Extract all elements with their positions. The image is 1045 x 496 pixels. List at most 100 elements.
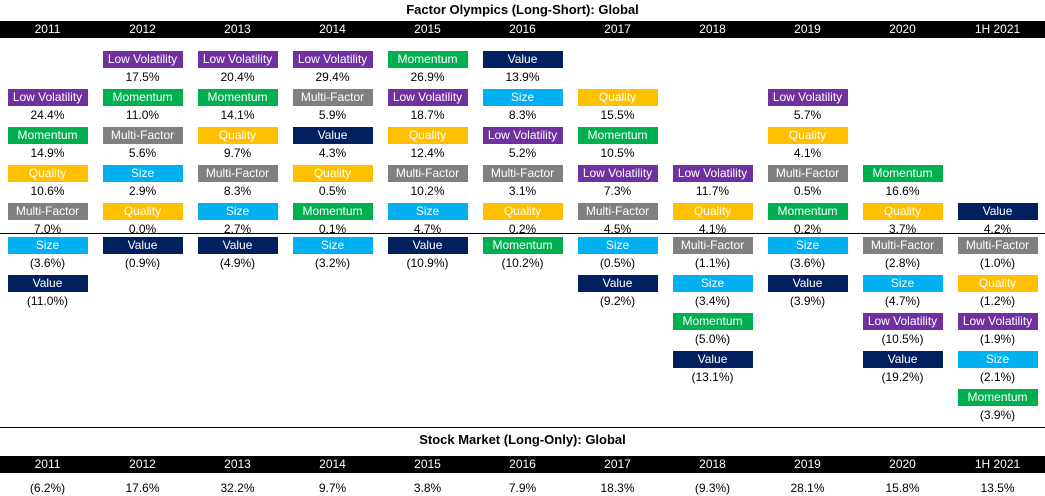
factor-box-momentum: Momentum (387, 51, 468, 68)
factor-box-size: Size (387, 203, 468, 220)
market-return-value: 9.7% (318, 481, 347, 495)
factor-return-value: (3.6%) (789, 256, 826, 270)
top-year-header: 2011 2012 2013 2014 2015 2016 2017 2018 2019 2020… (0, 21, 1045, 38)
factor-box-momentum: Momentum (577, 127, 658, 144)
market-return-value: 28.1% (790, 481, 825, 495)
factor-box-quality: Quality (767, 127, 848, 144)
factor-return-value: 20.4% (220, 70, 255, 84)
market-return-value: 32.2% (220, 481, 255, 495)
factor-return-value: 0.5% (318, 184, 347, 198)
factor-olympics-title: Factor Olympics (Long-Short): Global (406, 2, 639, 17)
factor-return-value: 17.5% (125, 70, 160, 84)
factor-return-value: 2.9% (128, 184, 157, 198)
factor-box-value: Value (577, 275, 658, 292)
factor-box-value: Value (767, 275, 848, 292)
factor-box-low-volatility: Low Volatility (672, 165, 753, 182)
factor-return-value: 10.5% (600, 146, 635, 160)
factor-box-size: Size (292, 237, 373, 254)
factor-box-size: Size (577, 237, 658, 254)
factor-box-size: Size (672, 275, 753, 292)
market-return-value: 3.8% (413, 481, 442, 495)
factor-return-value: 14.1% (220, 108, 255, 122)
factor-return-value: 4.7% (413, 222, 442, 236)
factor-return-value: 7.0% (33, 222, 62, 236)
factor-box-low-volatility: Low Volatility (292, 51, 373, 68)
factor-box-momentum: Momentum (862, 165, 943, 182)
year-label-2014: 2014 (319, 457, 346, 471)
factor-return-value: 11.7% (695, 184, 730, 198)
year-label-2016: 2016 (509, 457, 536, 471)
factor-box-momentum: Momentum (672, 313, 753, 330)
year-label-2019: 2019 (794, 457, 821, 471)
factor-return-value: 8.3% (223, 184, 252, 198)
factor-return-value: (11.0%) (26, 294, 69, 308)
year-label-2012: 2012 (129, 22, 156, 36)
factor-box-low-volatility: Low Volatility (957, 313, 1038, 330)
factor-box-multi-factor: Multi-Factor (292, 89, 373, 106)
factor-return-value: (0.9%) (124, 256, 161, 270)
factor-box-low-volatility: Low Volatility (197, 51, 278, 68)
factor-box-size: Size (862, 275, 943, 292)
factor-return-value: (2.8%) (884, 256, 921, 270)
factor-box-quality: Quality (482, 203, 563, 220)
factor-return-value: 11.0% (125, 108, 160, 122)
factor-return-value: 9.7% (223, 146, 252, 160)
factor-return-value: 0.5% (793, 184, 822, 198)
factor-box-momentum: Momentum (482, 237, 563, 254)
factor-return-value: 4.1% (793, 146, 822, 160)
factor-return-value: (19.2%) (881, 370, 924, 384)
factor-return-value: 5.6% (128, 146, 157, 160)
factor-box-value: Value (862, 351, 943, 368)
factor-box-momentum: Momentum (292, 203, 373, 220)
factor-box-momentum: Momentum (7, 127, 88, 144)
factor-box-quality: Quality (957, 275, 1038, 292)
factor-box-momentum: Momentum (957, 389, 1038, 406)
factor-box-low-volatility: Low Volatility (7, 89, 88, 106)
market-return-value: 18.3% (600, 481, 635, 495)
factor-return-value: 26.9% (410, 70, 445, 84)
year-label-2015: 2015 (414, 22, 441, 36)
factor-box-size: Size (102, 165, 183, 182)
year-label-2011: 2011 (34, 457, 61, 471)
factor-box-multi-factor: Multi-Factor (102, 127, 183, 144)
factor-box-size: Size (957, 351, 1038, 368)
factor-return-value: (1.2%) (979, 294, 1016, 308)
factor-return-value: 0.2% (793, 222, 822, 236)
market-return-value: 17.6% (125, 481, 160, 495)
factor-return-value: (5.0%) (694, 332, 731, 346)
factor-return-value: (3.9%) (979, 408, 1016, 422)
factor-box-quality: Quality (7, 165, 88, 182)
zero-divider-line (0, 233, 1045, 234)
factor-return-value: (1.1%) (694, 256, 731, 270)
year-label-2013: 2013 (224, 457, 251, 471)
year-label-2013: 2013 (224, 22, 251, 36)
factor-return-value: (4.7%) (884, 294, 921, 308)
factor-return-value: 16.6% (885, 184, 920, 198)
factor-box-quality: Quality (197, 127, 278, 144)
factor-box-multi-factor: Multi-Factor (862, 237, 943, 254)
year-label-2015: 2015 (414, 457, 441, 471)
bottom-year-header: 2011 2012 2013 2014 2015 2016 2017 2018 2019 2020… (0, 456, 1045, 473)
factor-box-multi-factor: Multi-Factor (482, 165, 563, 182)
factor-return-value: (3.9%) (789, 294, 826, 308)
factor-box-multi-factor: Multi-Factor (957, 237, 1038, 254)
factor-box-momentum: Momentum (767, 203, 848, 220)
factor-return-value: 0.2% (508, 222, 537, 236)
factor-box-low-volatility: Low Volatility (387, 89, 468, 106)
factor-box-quality: Quality (672, 203, 753, 220)
factor-return-value: 8.3% (508, 108, 537, 122)
factor-box-momentum: Momentum (102, 89, 183, 106)
year-label-2020: 2020 (889, 457, 916, 471)
year-label-2020: 2020 (889, 22, 916, 36)
factor-return-value: (0.5%) (599, 256, 636, 270)
factor-return-value: (3.2%) (314, 256, 351, 270)
factor-return-value: (2.1%) (979, 370, 1016, 384)
factor-return-value: 3.1% (508, 184, 537, 198)
factor-return-value: (1.9%) (979, 332, 1016, 346)
factor-box-low-volatility: Low Volatility (577, 165, 658, 182)
factor-return-value: 10.6% (30, 184, 65, 198)
year-label-2018: 2018 (699, 457, 726, 471)
factor-box-quality: Quality (862, 203, 943, 220)
factor-return-value: 10.2% (410, 184, 445, 198)
factor-return-value: (3.6%) (29, 256, 66, 270)
